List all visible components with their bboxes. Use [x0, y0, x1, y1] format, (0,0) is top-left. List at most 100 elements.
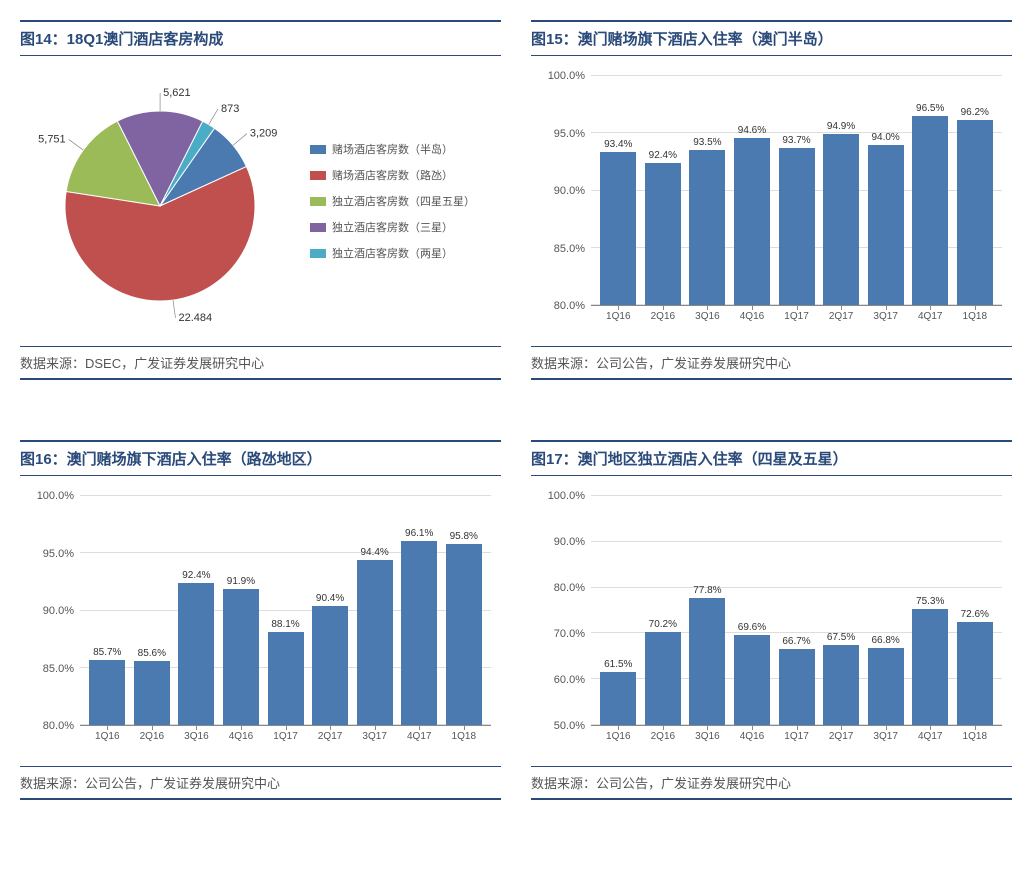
bar: [689, 150, 725, 305]
x-tick-label: 2Q16: [645, 306, 682, 336]
panel-15-source: 数据来源：公司公告，广发证券发展研究中心: [531, 346, 1012, 380]
legend-label: 独立酒店客房数（四星五星）: [332, 193, 475, 209]
x-tick-label: 3Q16: [689, 306, 726, 336]
bar-value-label: 70.2%: [649, 619, 677, 630]
y-tick-label: 90.0%: [43, 605, 74, 617]
bar: [446, 544, 482, 725]
x-tick-label: 1Q17: [267, 726, 304, 756]
panel-16-source: 数据来源：公司公告，广发证券发展研究中心: [20, 766, 501, 800]
bar-wrap: 85.6%: [134, 496, 171, 725]
y-tick-label: 95.0%: [43, 548, 74, 560]
bar-wrap: 70.2%: [645, 496, 682, 725]
pie-chart: 3,20922,4845,7515,621873: [30, 81, 290, 321]
bar: [600, 672, 636, 725]
panel-16-title: 图16：澳门赌场旗下酒店入住率（路氹地区）: [20, 440, 501, 476]
panel-17: 图17：澳门地区独立酒店入住率（四星及五星） 50.0%60.0%70.0%80…: [531, 440, 1012, 800]
legend-item: 赌场酒店客房数（路氹）: [310, 167, 475, 183]
bar-wrap: 67.5%: [823, 496, 860, 725]
x-tick-label: 1Q17: [778, 306, 815, 336]
x-tick-label: 1Q16: [600, 306, 637, 336]
bar-value-label: 91.9%: [227, 576, 255, 587]
x-tick-label: 1Q17: [778, 726, 815, 756]
bar-wrap: 61.5%: [600, 496, 637, 725]
legend-label: 赌场酒店客房数（半岛）: [332, 141, 453, 157]
bar: [223, 589, 259, 725]
bar: [912, 609, 948, 725]
legend-swatch: [310, 249, 326, 258]
bar-wrap: 93.5%: [689, 76, 726, 305]
y-tick-label: 70.0%: [554, 628, 585, 640]
bar-wrap: 92.4%: [645, 76, 682, 305]
legend-swatch: [310, 223, 326, 232]
legend-label: 独立酒店客房数（三星）: [332, 219, 453, 235]
bar-wrap: 94.0%: [867, 76, 904, 305]
bar-value-label: 66.8%: [871, 635, 899, 646]
bar-wrap: 94.6%: [734, 76, 771, 305]
legend-label: 独立酒店客房数（两星）: [332, 245, 453, 261]
bar: [868, 648, 904, 725]
bar: [357, 560, 393, 725]
x-tick-label: 4Q17: [912, 726, 949, 756]
x-tick-label: 2Q17: [823, 726, 860, 756]
legend-item: 独立酒店客房数（两星）: [310, 245, 475, 261]
x-tick-label: 3Q17: [356, 726, 393, 756]
bar: [912, 116, 948, 305]
y-tick-label: 85.0%: [43, 663, 74, 675]
panel-15-chart: 80.0%85.0%90.0%95.0%100.0%93.4%92.4%93.5…: [531, 66, 1012, 336]
y-tick-label: 80.0%: [43, 720, 74, 732]
x-tick-label: 1Q18: [957, 306, 994, 336]
bar-wrap: 75.3%: [912, 496, 949, 725]
y-tick-label: 90.0%: [554, 536, 585, 548]
legend-swatch: [310, 197, 326, 206]
bar: [957, 120, 993, 305]
panel-16-chart: 80.0%85.0%90.0%95.0%100.0%85.7%85.6%92.4…: [20, 486, 501, 756]
bar-wrap: 66.7%: [778, 496, 815, 725]
bar-wrap: 90.4%: [312, 496, 349, 725]
y-tick-label: 60.0%: [554, 674, 585, 686]
bar: [734, 138, 770, 305]
bar: [823, 134, 859, 305]
bar-wrap: 93.4%: [600, 76, 637, 305]
x-tick-label: 4Q16: [734, 306, 771, 336]
y-tick-label: 100.0%: [37, 490, 74, 502]
bar-wrap: 93.7%: [778, 76, 815, 305]
bar-wrap: 96.2%: [957, 76, 994, 305]
legend-item: 赌场酒店客房数（半岛）: [310, 141, 475, 157]
x-tick-label: 4Q17: [401, 726, 438, 756]
panel-15-title: 图15：澳门赌场旗下酒店入住率（澳门半岛）: [531, 20, 1012, 56]
pie-value-label: 5,751: [38, 133, 66, 145]
y-tick-label: 100.0%: [548, 70, 585, 82]
bar-wrap: 66.8%: [867, 496, 904, 725]
bar-value-label: 85.6%: [138, 648, 166, 659]
pie-value-label: 873: [221, 103, 239, 115]
bar-wrap: 96.5%: [912, 76, 949, 305]
panel-17-source: 数据来源：公司公告，广发证券发展研究中心: [531, 766, 1012, 800]
bar-value-label: 94.9%: [827, 121, 855, 132]
bar-value-label: 77.8%: [693, 585, 721, 596]
x-tick-label: 2Q16: [645, 726, 682, 756]
panel-17-title: 图17：澳门地区独立酒店入住率（四星及五星）: [531, 440, 1012, 476]
panel-15: 图15：澳门赌场旗下酒店入住率（澳门半岛） 80.0%85.0%90.0%95.…: [531, 20, 1012, 380]
y-tick-label: 80.0%: [554, 582, 585, 594]
bar: [268, 632, 304, 725]
panel-14: 图14：18Q1澳门酒店客房构成 3,20922,4845,7515,62187…: [20, 20, 501, 380]
bar-wrap: 69.6%: [734, 496, 771, 725]
x-tick-label: 4Q16: [223, 726, 260, 756]
panel-14-title: 图14：18Q1澳门酒店客房构成: [20, 20, 501, 56]
y-tick-label: 90.0%: [554, 185, 585, 197]
bar-wrap: 72.6%: [957, 496, 994, 725]
x-tick-label: 2Q17: [312, 726, 349, 756]
bar-value-label: 75.3%: [916, 596, 944, 607]
bar: [89, 660, 125, 725]
bar: [134, 661, 170, 725]
bar: [779, 649, 815, 725]
bar: [600, 152, 636, 305]
y-tick-label: 95.0%: [554, 128, 585, 140]
bar-value-label: 88.1%: [271, 619, 299, 630]
pie-value-label: 22,484: [178, 312, 212, 321]
bar-wrap: 91.9%: [223, 496, 260, 725]
bar-wrap: 77.8%: [689, 496, 726, 725]
bar-value-label: 94.6%: [738, 125, 766, 136]
bar-wrap: 94.9%: [823, 76, 860, 305]
bar-value-label: 92.4%: [649, 150, 677, 161]
